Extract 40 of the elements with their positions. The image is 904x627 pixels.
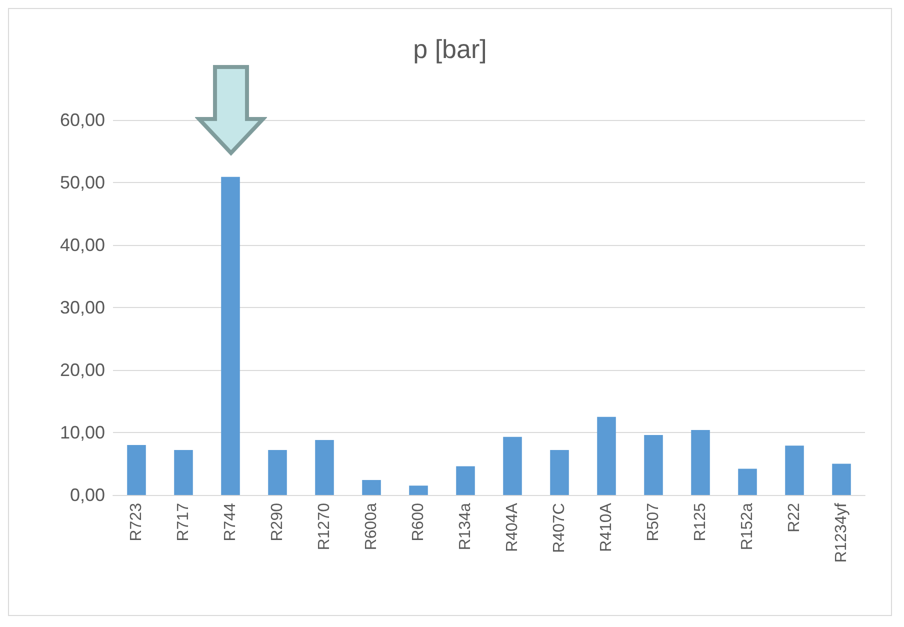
bar (409, 486, 428, 495)
x-tick-label: R717 (175, 502, 192, 542)
y-tick-label: 40,00 (60, 235, 105, 255)
y-tick-label: 0,00 (70, 485, 105, 505)
chart-title: p [bar] (413, 34, 487, 64)
bar (550, 450, 569, 495)
y-tick-label: 30,00 (60, 298, 105, 318)
bar (691, 430, 710, 495)
y-tick-label: 60,00 (60, 110, 105, 130)
x-tick-label: R22 (786, 502, 803, 532)
x-tick-label: R507 (645, 502, 662, 542)
bar (127, 445, 146, 495)
bar (503, 436, 522, 495)
x-tick-label: R152a (739, 502, 756, 550)
bar (738, 468, 757, 495)
bar (597, 416, 616, 495)
bar (221, 176, 240, 495)
bar (315, 440, 334, 495)
x-tick-label: R125 (692, 502, 709, 542)
x-tick-label: R723 (128, 502, 145, 542)
x-tick-label: R407C (551, 503, 568, 553)
bar (362, 480, 381, 495)
x-tick-label: R1270 (316, 502, 333, 550)
y-tick-label: 10,00 (60, 422, 105, 442)
x-tick-label: R744 (222, 502, 239, 542)
bar (268, 450, 287, 495)
x-tick-label: R600a (363, 502, 380, 550)
x-tick-label: R1234yf (833, 502, 850, 563)
x-tick-label: R290 (269, 502, 286, 542)
x-tick-label: R410A (598, 502, 615, 552)
bar (174, 450, 193, 495)
x-tick-label: R404A (504, 502, 521, 552)
x-tick-label: R600 (410, 502, 427, 542)
bar (785, 446, 804, 495)
bar (456, 466, 475, 495)
y-tick-label: 20,00 (60, 360, 105, 380)
bar (832, 464, 851, 495)
bar (644, 435, 663, 495)
x-tick-label: R134a (457, 502, 474, 550)
y-tick-label: 50,00 (60, 172, 105, 192)
